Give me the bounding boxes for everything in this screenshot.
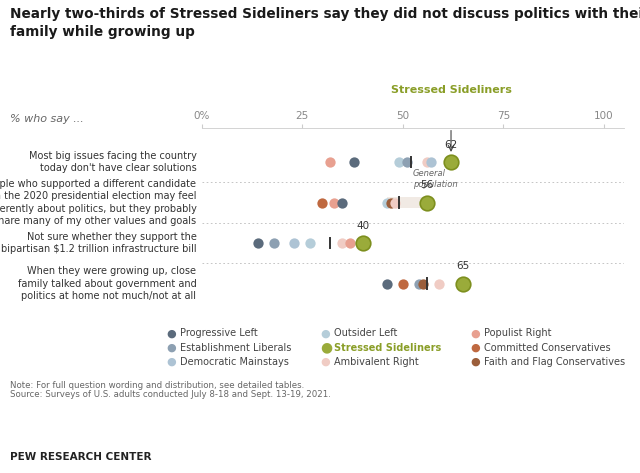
Point — [317, 199, 328, 206]
Text: ●: ● — [320, 357, 330, 367]
Point — [458, 280, 468, 287]
Text: ●: ● — [320, 328, 330, 339]
Text: Progressive Left: Progressive Left — [180, 328, 258, 339]
Text: Not sure whether they support the
bipartisan $1.2 trillion infrastructure bill: Not sure whether they support the bipart… — [1, 232, 196, 254]
Point — [394, 158, 404, 166]
Text: 40: 40 — [356, 221, 369, 231]
Point — [381, 199, 392, 206]
Point — [269, 239, 279, 247]
Text: % who say ...: % who say ... — [10, 114, 83, 123]
Text: General
population: General population — [413, 169, 458, 189]
Text: People who supported a different candidate
in the 2020 presidential election may: People who supported a different candida… — [0, 179, 196, 226]
Bar — [387, 197, 427, 208]
Point — [349, 158, 360, 166]
Point — [397, 280, 408, 287]
Text: Most big issues facing the country
today don't have clear solutions: Most big issues facing the country today… — [29, 151, 196, 173]
Text: Committed Conservatives: Committed Conservatives — [484, 342, 611, 353]
Text: ●: ● — [166, 328, 176, 339]
Point — [422, 158, 432, 166]
Text: ●: ● — [470, 328, 480, 339]
Text: Establishment Liberals: Establishment Liberals — [180, 342, 292, 353]
Point — [337, 199, 348, 206]
Text: PEW RESEARCH CENTER: PEW RESEARCH CENTER — [10, 452, 151, 462]
Point — [422, 199, 432, 206]
Point — [305, 239, 316, 247]
Point — [325, 158, 335, 166]
Point — [446, 158, 456, 166]
Point — [346, 239, 356, 247]
Text: 62: 62 — [444, 140, 458, 150]
Text: Note: For full question wording and distribution, see detailed tables.: Note: For full question wording and dist… — [10, 381, 304, 390]
Point — [381, 280, 392, 287]
Text: Outsider Left: Outsider Left — [334, 328, 397, 339]
Point — [413, 280, 424, 287]
Point — [426, 158, 436, 166]
Point — [253, 239, 263, 247]
Point — [385, 199, 396, 206]
Text: ●: ● — [470, 357, 480, 367]
Text: Stressed Sideliners: Stressed Sideliners — [390, 85, 511, 95]
Text: Nearly two-thirds of Stressed Sideliners say they did not discuss politics with : Nearly two-thirds of Stressed Sideliners… — [10, 7, 640, 39]
Text: Stressed Sideliners: Stressed Sideliners — [334, 342, 442, 353]
Text: ●: ● — [320, 341, 332, 355]
Text: When they were growing up, close
family talked about government and
politics at : When they were growing up, close family … — [18, 266, 196, 301]
Point — [402, 158, 412, 166]
Point — [289, 239, 300, 247]
Text: Populist Right: Populist Right — [484, 328, 552, 339]
Point — [418, 280, 428, 287]
Text: Ambivalent Right: Ambivalent Right — [334, 357, 419, 367]
Text: Source: Surveys of U.S. adults conducted July 8-18 and Sept. 13-19, 2021.: Source: Surveys of U.S. adults conducted… — [10, 390, 330, 399]
Text: Faith and Flag Conservatives: Faith and Flag Conservatives — [484, 357, 626, 367]
Point — [390, 199, 400, 206]
Point — [329, 199, 339, 206]
Text: ●: ● — [470, 342, 480, 353]
Point — [357, 239, 367, 247]
Text: 65: 65 — [456, 262, 470, 272]
Text: 56: 56 — [420, 180, 433, 191]
Text: ●: ● — [166, 357, 176, 367]
Point — [434, 280, 444, 287]
Point — [337, 239, 348, 247]
Text: ●: ● — [166, 342, 176, 353]
Text: Democratic Mainstays: Democratic Mainstays — [180, 357, 289, 367]
